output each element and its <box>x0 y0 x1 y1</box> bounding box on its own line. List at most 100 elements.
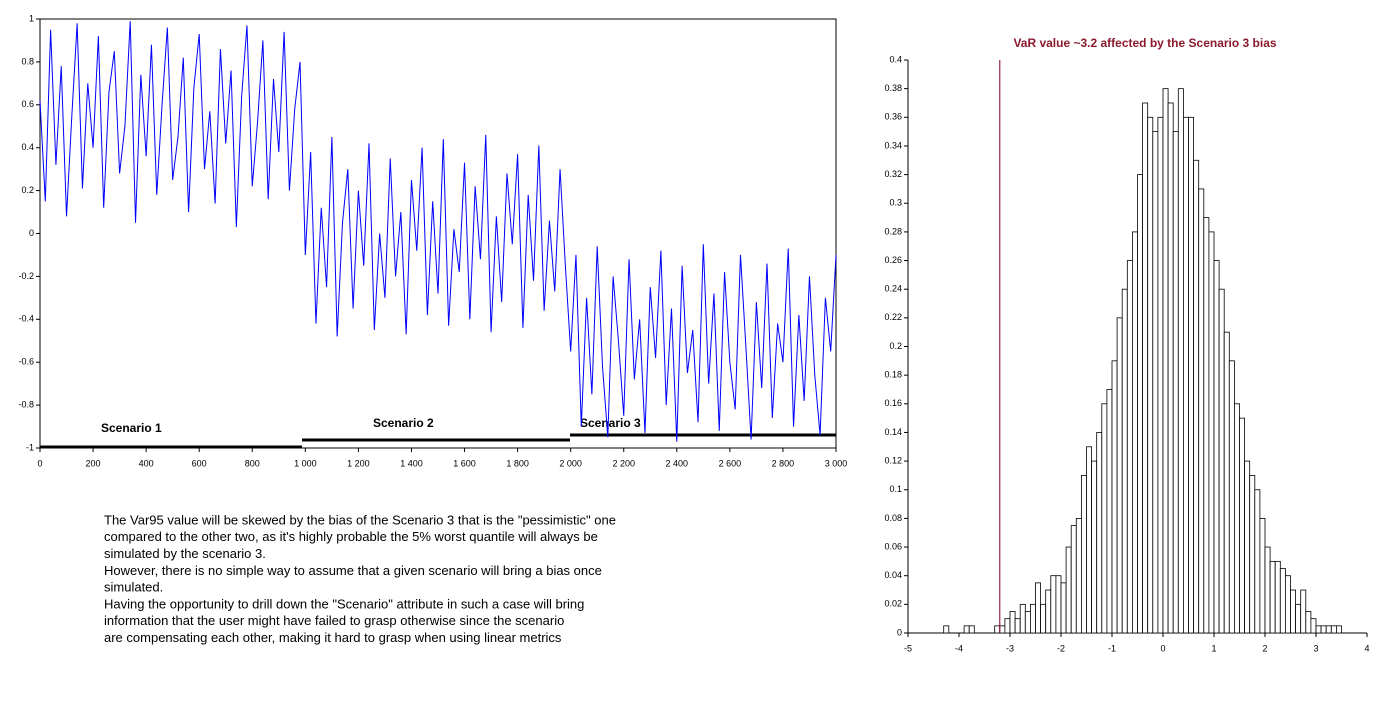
bar <box>1019 603 1026 634</box>
y-tick-label: 0.22 <box>884 312 902 322</box>
y-tick-label: 0.16 <box>884 398 902 408</box>
bar <box>1315 625 1322 634</box>
annotation: Scenario 3 <box>580 416 641 430</box>
x-tick-label: 2 200 <box>612 458 635 468</box>
bar <box>1065 546 1072 634</box>
bar <box>1330 625 1337 634</box>
x-tick-label: -2 <box>1057 643 1065 653</box>
bar <box>1218 288 1225 634</box>
bar <box>1198 188 1205 634</box>
bar <box>1269 560 1276 634</box>
note-line: are compensating each other, making it h… <box>104 630 562 645</box>
bar <box>1055 575 1062 634</box>
y-tick-label: 0.26 <box>884 255 902 265</box>
y-tick-label: -0.4 <box>18 314 34 324</box>
note-line: However, there is no simple way to assum… <box>104 563 602 578</box>
bar <box>1075 518 1082 634</box>
note-line: simulated by the scenario 3. <box>104 546 266 561</box>
y-tick-label: 0.28 <box>884 226 902 236</box>
bar <box>1249 475 1256 634</box>
y-tick-label: 1 <box>29 13 34 23</box>
x-tick-label: 1 <box>1211 643 1216 653</box>
bar <box>1213 260 1220 634</box>
x-tick-label: 600 <box>192 458 207 468</box>
bar <box>1126 260 1133 634</box>
y-tick-label: 0.08 <box>884 513 902 523</box>
chart-title: VaR value ~3.2 affected by the Scenario … <box>1013 36 1276 50</box>
bar <box>968 625 975 634</box>
x-tick-label: 2 600 <box>719 458 742 468</box>
x-tick-label: 1 200 <box>347 458 370 468</box>
bar <box>1096 432 1103 634</box>
bar <box>1091 460 1098 634</box>
annotation: Scenario 2 <box>373 416 434 430</box>
y-tick-label: -0.6 <box>18 357 34 367</box>
note-line: Having the opportunity to drill down the… <box>104 596 584 611</box>
y-tick-label: 0.4 <box>889 54 902 64</box>
y-tick-label: 0.36 <box>884 112 902 122</box>
x-tick-label: 1 600 <box>453 458 476 468</box>
bar <box>1208 231 1215 634</box>
bar <box>1132 231 1138 634</box>
note-line: information that the user might have fai… <box>104 613 564 628</box>
bar <box>1228 360 1235 634</box>
note-line: simulated. <box>104 580 163 595</box>
bar <box>1295 603 1302 634</box>
y-tick-label: 0.38 <box>884 83 902 93</box>
y-tick-label: 0.12 <box>884 455 902 465</box>
note-line: The Var95 value will be skewed by the bi… <box>104 512 616 527</box>
y-tick-label: 0 <box>897 627 902 637</box>
x-tick-label: 2 <box>1262 643 1267 653</box>
y-tick-label: 0.32 <box>884 169 902 179</box>
bar <box>1121 288 1128 634</box>
bar <box>1040 603 1047 634</box>
x-tick-label: 1 800 <box>506 458 529 468</box>
y-tick-label: 0.14 <box>884 427 902 437</box>
bar <box>1070 525 1077 634</box>
bar <box>1203 217 1210 634</box>
bar <box>1244 460 1251 634</box>
y-tick-label: 0.06 <box>884 541 902 551</box>
bar <box>1045 589 1052 634</box>
bar <box>1137 174 1143 634</box>
y-tick-label: 0.18 <box>884 370 902 380</box>
bar <box>1060 582 1067 634</box>
bar <box>1254 489 1261 634</box>
bar <box>963 625 970 634</box>
y-tick-label: 0.4 <box>21 142 34 152</box>
bar <box>994 625 1001 634</box>
x-tick-label: 200 <box>86 458 101 468</box>
bar <box>1239 417 1245 634</box>
bar <box>1101 403 1108 634</box>
bar <box>1279 568 1286 634</box>
y-tick-label: 0 <box>29 228 34 238</box>
note-line: compared to the other two, as it's highl… <box>104 529 598 544</box>
bar <box>1157 116 1164 634</box>
y-tick-label: 0.8 <box>21 56 34 66</box>
bar <box>1004 618 1011 634</box>
y-tick-label: 0.2 <box>889 341 902 351</box>
bar <box>943 625 950 634</box>
y-tick-label: 0.04 <box>884 570 902 580</box>
bar <box>1111 360 1118 634</box>
bar <box>1172 131 1179 634</box>
bar <box>1086 446 1092 634</box>
bar <box>1320 625 1327 634</box>
y-tick-label: 0.1 <box>889 484 902 494</box>
bar <box>1142 102 1149 634</box>
bar <box>1259 518 1266 634</box>
x-tick-label: 0 <box>37 458 42 468</box>
bar <box>999 625 1006 634</box>
y-tick-label: 0.24 <box>884 284 902 294</box>
bar <box>1024 611 1031 634</box>
y-tick-label: 0.02 <box>884 599 902 609</box>
x-tick-label: 3 <box>1313 643 1318 653</box>
annotation: Scenario 1 <box>101 421 162 435</box>
bar <box>1188 116 1194 634</box>
bar <box>1177 88 1184 634</box>
bar <box>1106 389 1113 634</box>
bar <box>1234 403 1240 634</box>
bar <box>1193 159 1200 634</box>
y-tick-label: 0.6 <box>21 99 34 109</box>
